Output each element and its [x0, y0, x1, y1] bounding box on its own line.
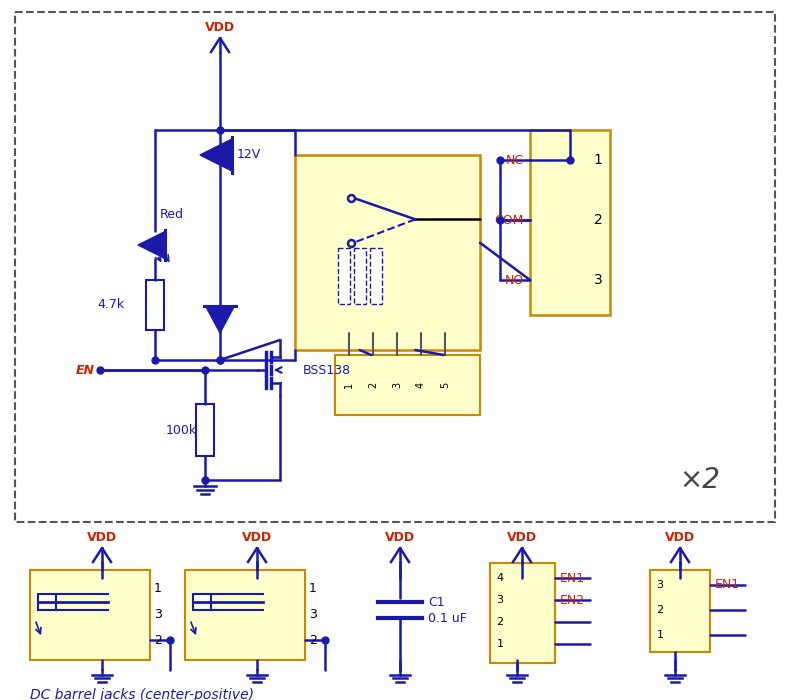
Bar: [530, 130, 610, 315]
Text: 2: 2: [656, 605, 663, 615]
Text: VDD: VDD: [665, 531, 695, 544]
Text: 4: 4: [497, 573, 504, 583]
Text: VDD: VDD: [507, 531, 537, 544]
Bar: [15, 12, 775, 522]
Text: EN: EN: [76, 363, 95, 377]
Bar: [30, 570, 150, 660]
Text: BSS138: BSS138: [303, 363, 351, 377]
Text: 2: 2: [593, 213, 602, 227]
Text: VDD: VDD: [385, 531, 415, 544]
Bar: [354, 248, 365, 304]
Text: 2: 2: [309, 634, 317, 647]
Text: 3: 3: [309, 608, 317, 622]
Text: Red: Red: [160, 209, 184, 221]
Text: 3: 3: [392, 382, 402, 388]
Text: NO: NO: [505, 274, 524, 286]
Text: 3: 3: [656, 580, 663, 590]
Text: 1: 1: [593, 153, 602, 167]
Text: 2: 2: [497, 617, 504, 627]
Bar: [490, 563, 555, 663]
Bar: [38, 594, 56, 610]
Text: EN1: EN1: [715, 578, 740, 592]
Bar: [196, 404, 214, 456]
Polygon shape: [200, 139, 232, 171]
Bar: [295, 155, 480, 350]
Bar: [338, 248, 350, 304]
Text: EN2: EN2: [560, 594, 585, 606]
Text: VDD: VDD: [87, 531, 117, 544]
Bar: [185, 570, 305, 660]
Text: NC: NC: [506, 153, 524, 167]
Text: 1: 1: [154, 582, 162, 594]
Text: 2: 2: [368, 382, 378, 388]
Text: 1: 1: [497, 639, 504, 649]
Text: 4.7k: 4.7k: [98, 298, 125, 312]
Bar: [335, 355, 480, 415]
Bar: [193, 594, 211, 610]
Text: 1: 1: [656, 630, 663, 640]
Text: EN1: EN1: [560, 571, 585, 584]
Text: 1: 1: [309, 582, 317, 594]
Text: VDD: VDD: [205, 21, 235, 34]
Polygon shape: [138, 232, 165, 258]
Text: VDD: VDD: [242, 531, 272, 544]
Text: 3: 3: [497, 595, 504, 605]
Text: ×2: ×2: [680, 466, 721, 494]
Text: COM: COM: [494, 214, 524, 227]
Text: 2: 2: [154, 634, 162, 647]
Text: 1: 1: [344, 382, 354, 388]
Text: 0.1 uF: 0.1 uF: [428, 612, 467, 624]
Text: 3: 3: [593, 273, 602, 287]
Bar: [369, 248, 382, 304]
Text: 3: 3: [154, 608, 162, 622]
Bar: [146, 280, 164, 330]
Text: C1: C1: [428, 596, 445, 608]
Text: 12V: 12V: [237, 148, 261, 162]
Text: 5: 5: [440, 382, 450, 388]
Bar: [650, 570, 710, 652]
Polygon shape: [206, 306, 234, 333]
Text: 4: 4: [416, 382, 426, 388]
Text: 100k: 100k: [166, 424, 197, 437]
Text: DC barrel jacks (center-positive): DC barrel jacks (center-positive): [30, 688, 254, 700]
